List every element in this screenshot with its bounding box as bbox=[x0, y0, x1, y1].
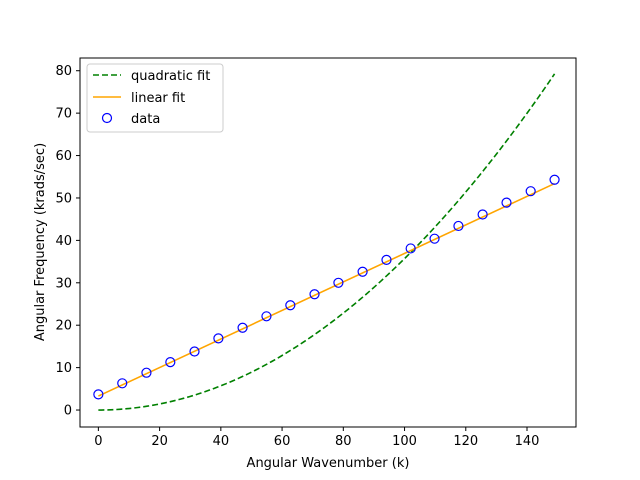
x-tick-label: 120 bbox=[453, 434, 478, 449]
x-tick-label: 20 bbox=[151, 434, 168, 449]
data-point bbox=[285, 300, 296, 311]
y-axis-ticks: 0 10 20 30 40 50 60 70 80 bbox=[55, 64, 80, 419]
y-tick-label: 80 bbox=[55, 64, 72, 79]
data-point bbox=[477, 209, 488, 220]
y-axis-label: Angular Frequency (krads/sec) bbox=[33, 143, 48, 341]
y-tick-label: 30 bbox=[55, 276, 72, 291]
legend-label-quadratic-fit: quadratic fit bbox=[131, 69, 210, 84]
data-point bbox=[381, 254, 392, 265]
y-tick-label: 70 bbox=[55, 107, 72, 122]
data-point bbox=[405, 243, 416, 254]
x-tick-label: 40 bbox=[213, 434, 230, 449]
y-tick-label: 60 bbox=[55, 149, 72, 164]
y-tick-label: 50 bbox=[55, 191, 72, 206]
x-axis-label: Angular Wavenumber (k) bbox=[247, 456, 410, 471]
legend-label-linear-fit: linear fit bbox=[131, 91, 185, 106]
data-point bbox=[549, 174, 560, 185]
data-point bbox=[117, 378, 128, 389]
data-point bbox=[501, 197, 512, 208]
data-point bbox=[189, 346, 200, 357]
data-point bbox=[309, 289, 320, 300]
data-point bbox=[165, 357, 176, 368]
y-tick-label: 40 bbox=[55, 234, 72, 249]
legend-label-data: data bbox=[131, 112, 160, 127]
plot-frame bbox=[79, 57, 577, 428]
legend: quadratic fit linear fit data bbox=[86, 63, 224, 133]
x-tick-label: 80 bbox=[335, 434, 352, 449]
data-point bbox=[213, 333, 224, 344]
legend-swatch-data bbox=[101, 112, 113, 124]
data-point bbox=[261, 311, 272, 322]
legend-box bbox=[86, 63, 224, 133]
y-tick-label: 10 bbox=[55, 361, 72, 376]
data-point bbox=[333, 277, 344, 288]
x-tick-label: 100 bbox=[392, 434, 417, 449]
y-tick-label: 0 bbox=[64, 404, 72, 419]
x-tick-label: 0 bbox=[94, 434, 102, 449]
data-point bbox=[453, 220, 464, 232]
data-point bbox=[525, 186, 536, 197]
series-layer bbox=[93, 73, 560, 411]
x-tick-label: 140 bbox=[515, 434, 540, 449]
data-point bbox=[93, 389, 104, 400]
y-tick-label: 20 bbox=[55, 319, 72, 334]
data-point bbox=[237, 322, 248, 333]
series-line-quadratic-fit bbox=[98, 73, 556, 411]
data-point bbox=[141, 367, 152, 378]
x-tick-label: 60 bbox=[274, 434, 291, 449]
data-point bbox=[357, 266, 368, 277]
x-axis-ticks: 0 20 40 60 80 100 120 140 bbox=[94, 427, 539, 449]
data-point bbox=[429, 233, 440, 244]
